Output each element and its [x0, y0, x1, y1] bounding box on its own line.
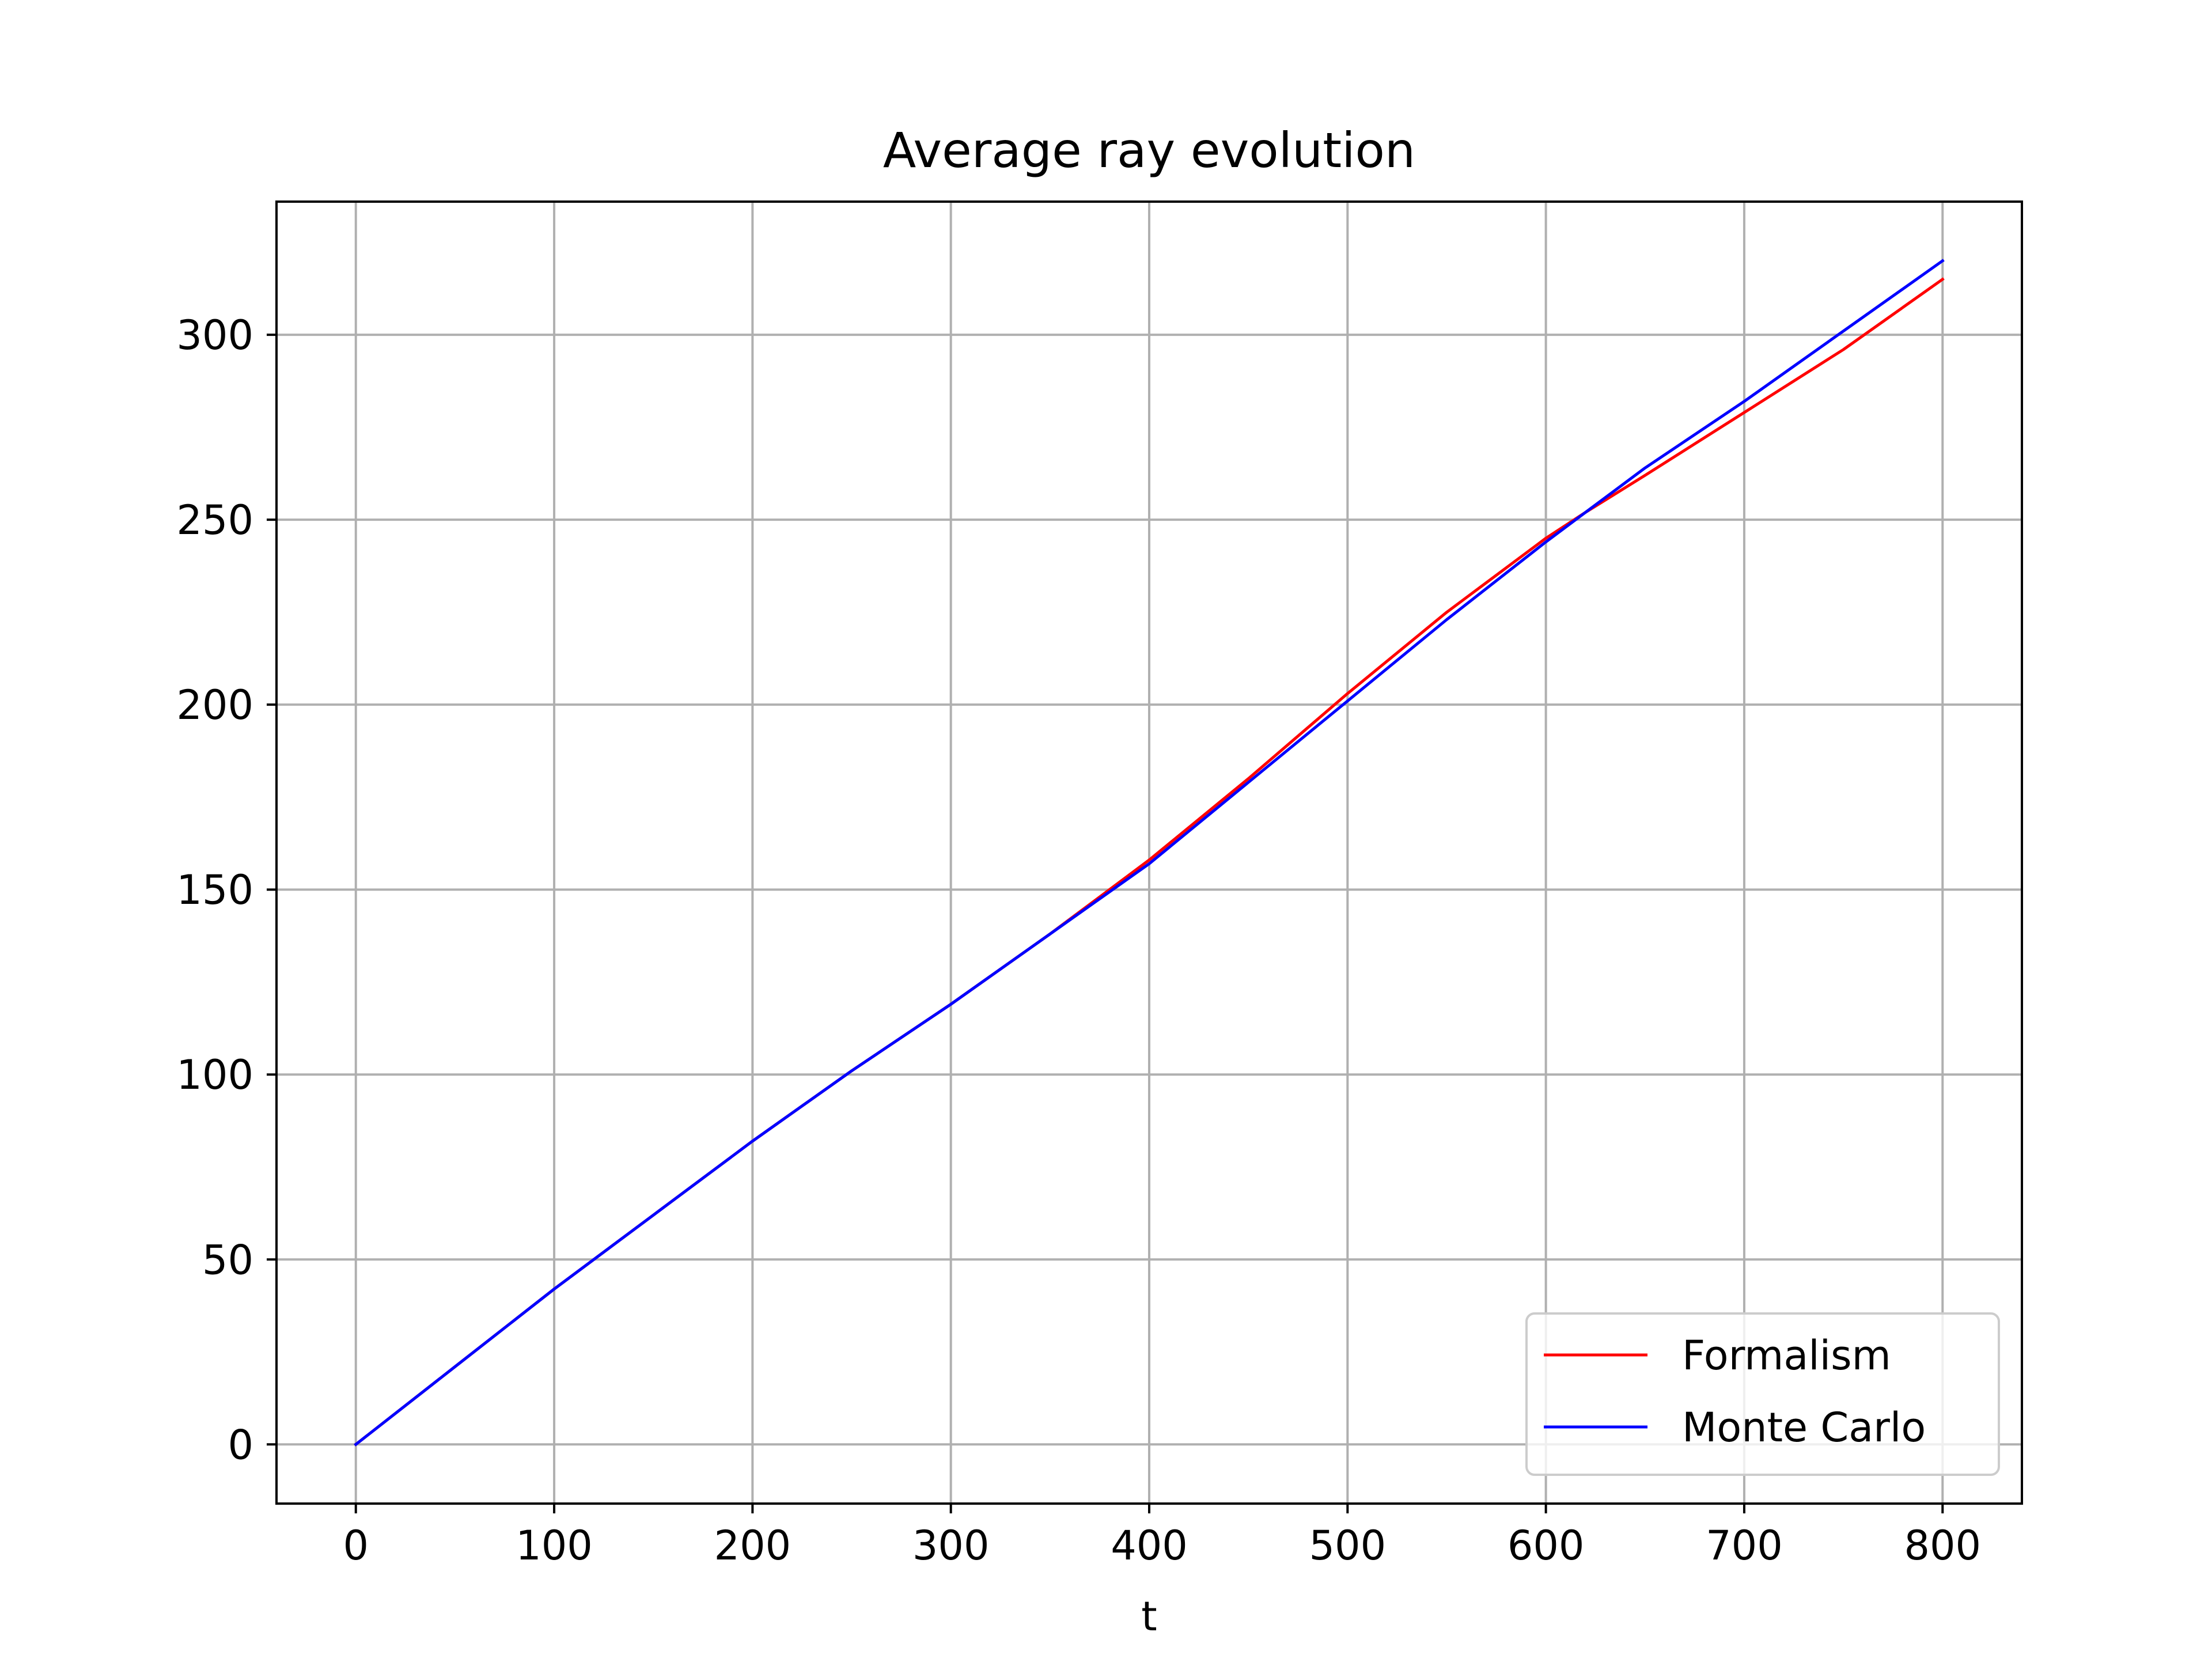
x-tick-label: 700: [1706, 1522, 1783, 1569]
x-tick-label: 500: [1309, 1522, 1387, 1569]
x-tick-label: 100: [516, 1522, 593, 1569]
y-tick-label: 300: [176, 312, 253, 359]
x-tick-label: 300: [912, 1522, 990, 1569]
x-axis-label: t: [1141, 1593, 1157, 1640]
y-tick-label: 200: [176, 682, 253, 729]
series-lines: [354, 259, 1945, 1447]
series-line-monte-carlo: [354, 259, 1945, 1447]
y-axis-ticks: 0 50 100 150 200 250 300: [176, 312, 276, 1468]
legend-label-formalism: Formalism: [1682, 1332, 1891, 1379]
y-tick-label: 50: [202, 1236, 253, 1284]
chart-title: Average ray evolution: [883, 122, 1415, 179]
legend-label-monte-carlo: Monte Carlo: [1682, 1404, 1926, 1451]
x-tick-label: 200: [714, 1522, 791, 1569]
x-tick-label: 0: [343, 1522, 369, 1569]
y-tick-label: 0: [228, 1421, 253, 1468]
y-tick-label: 100: [176, 1051, 253, 1099]
x-tick-label: 600: [1508, 1522, 1585, 1569]
y-tick-label: 250: [176, 497, 253, 544]
x-axis-ticks: 0 100 200 300 400 500 600 700 800: [343, 1504, 1981, 1569]
y-tick-label: 150: [176, 866, 253, 914]
x-tick-label: 400: [1111, 1522, 1188, 1569]
x-tick-label: 800: [1904, 1522, 1981, 1569]
legend: Formalism Monte Carlo: [1525, 1312, 2000, 1476]
